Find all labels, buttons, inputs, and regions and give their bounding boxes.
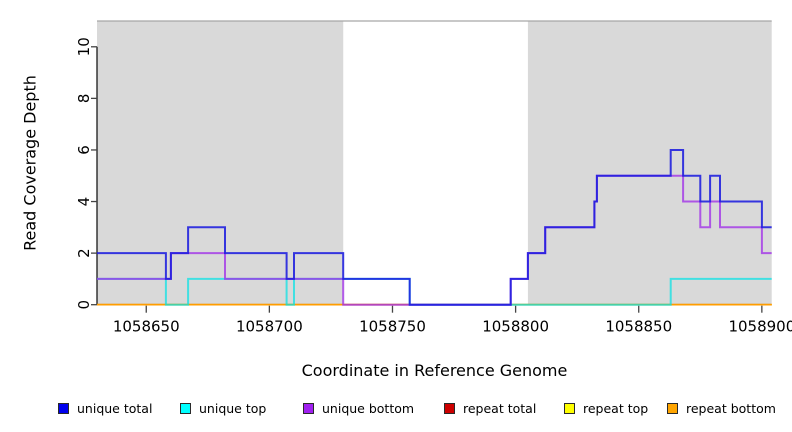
series-line-unique-top bbox=[97, 277, 772, 306]
x-tick-label: 1058850 bbox=[605, 318, 672, 336]
legend-label-repeat-total: repeat total bbox=[463, 401, 537, 416]
x-tick-label: 1058900 bbox=[728, 318, 792, 336]
y-tick-label: 10 bbox=[75, 37, 93, 56]
legend-label-repeat-bottom: repeat bottom bbox=[686, 401, 776, 416]
legend-swatch-unique-bottom bbox=[303, 403, 314, 414]
legend: unique total unique top unique bottom repea… bbox=[0, 401, 792, 419]
y-tick-label: 0 bbox=[75, 300, 93, 310]
legend-label-unique-bottom: unique bottom bbox=[322, 401, 415, 416]
x-axis-title: Coordinate in Reference Genome bbox=[301, 361, 568, 380]
legend-item-repeat-total: repeat total bbox=[444, 401, 536, 416]
x-tick-label: 1058800 bbox=[482, 318, 549, 336]
y-tick-label: 4 bbox=[75, 197, 93, 207]
legend-swatch-repeat-top bbox=[564, 403, 575, 414]
shaded-repeat-region bbox=[527, 21, 772, 305]
legend-label-unique-total: unique total bbox=[77, 401, 153, 416]
y-axis-title: Read Coverage Depth bbox=[20, 75, 40, 251]
shaded-repeat-region bbox=[97, 21, 344, 305]
x-tick-label: 1058750 bbox=[359, 318, 426, 336]
x-tick-label: 1058650 bbox=[113, 318, 180, 336]
legend-swatch-repeat-total bbox=[444, 403, 455, 414]
legend-item-unique-total: unique total bbox=[58, 401, 152, 416]
legend-item-repeat-top: repeat top bbox=[564, 401, 648, 416]
y-tick-label: 8 bbox=[75, 94, 93, 104]
y-tick-label: 6 bbox=[75, 145, 93, 155]
legend-label-repeat-top: repeat top bbox=[583, 401, 649, 416]
legend-item-unique-bottom: unique bottom bbox=[303, 401, 414, 416]
legend-item-repeat-bottom: repeat bottom bbox=[667, 401, 776, 416]
legend-swatch-unique-total bbox=[58, 403, 69, 414]
legend-label-unique-top: unique top bbox=[199, 401, 267, 416]
legend-swatch-unique-top bbox=[180, 403, 191, 414]
legend-item-unique-top: unique top bbox=[180, 401, 266, 416]
x-tick-label: 1058700 bbox=[236, 318, 303, 336]
legend-swatch-repeat-bottom bbox=[667, 403, 678, 414]
series-line-unique-total bbox=[97, 149, 772, 306]
y-tick-label: 2 bbox=[75, 248, 93, 258]
